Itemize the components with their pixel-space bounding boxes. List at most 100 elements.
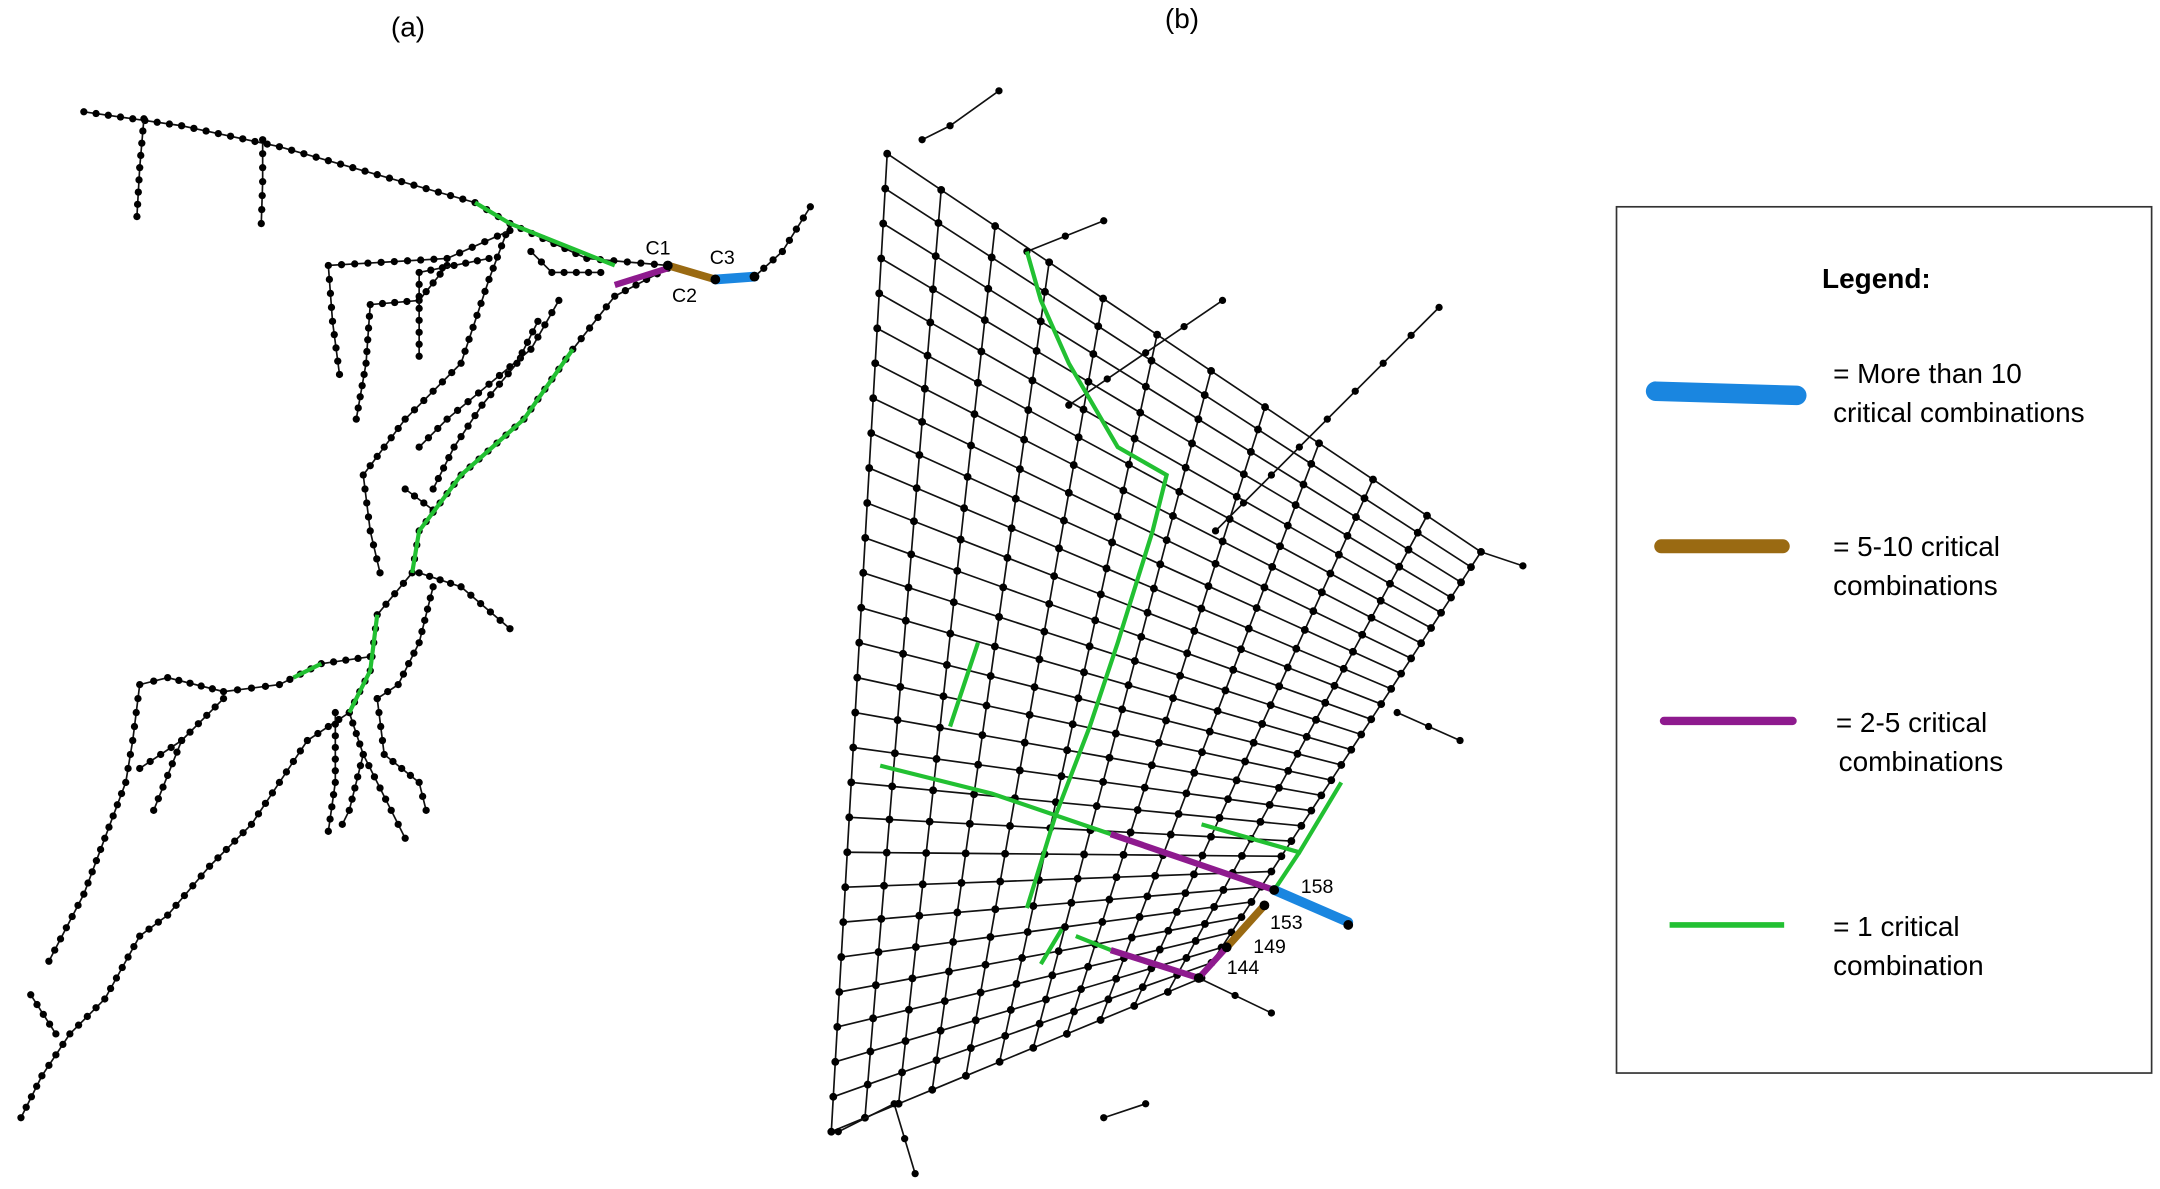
node <box>1166 830 1175 839</box>
node <box>352 729 360 738</box>
node <box>1323 415 1331 423</box>
node <box>1119 850 1128 859</box>
node <box>381 795 390 803</box>
node <box>1423 511 1431 520</box>
node <box>62 924 70 932</box>
node <box>1395 562 1404 571</box>
node <box>186 679 194 687</box>
node <box>1404 545 1413 554</box>
node <box>345 806 353 814</box>
node <box>1111 729 1120 738</box>
node <box>1162 536 1171 545</box>
node <box>259 150 267 158</box>
node <box>327 303 336 312</box>
node <box>471 412 479 420</box>
node <box>136 932 144 940</box>
node <box>493 232 502 240</box>
node <box>899 649 907 658</box>
pipe <box>841 901 1252 958</box>
node <box>1360 494 1369 503</box>
node <box>857 603 866 612</box>
node <box>39 1010 47 1018</box>
node <box>464 398 472 406</box>
node <box>1040 627 1049 636</box>
legend-text: combinations <box>1833 570 1998 601</box>
node <box>133 200 142 208</box>
node <box>51 946 59 954</box>
node <box>875 289 884 298</box>
node <box>134 694 142 703</box>
node <box>1030 683 1039 692</box>
node <box>1191 937 1200 945</box>
node <box>254 810 263 818</box>
node <box>1247 898 1256 906</box>
node <box>338 820 346 828</box>
critical-pipe-1 <box>347 614 380 714</box>
node <box>623 258 631 266</box>
node <box>1035 1019 1044 1028</box>
pipe <box>878 292 1442 614</box>
critical-pipe-1 <box>1039 928 1064 966</box>
node <box>1254 425 1262 434</box>
node <box>476 599 485 608</box>
pipe <box>921 90 1000 141</box>
node <box>380 750 388 759</box>
node <box>965 819 974 828</box>
node <box>356 740 364 748</box>
node <box>1357 730 1366 739</box>
node <box>324 722 332 731</box>
node <box>391 298 399 307</box>
node <box>1407 654 1416 663</box>
node <box>650 260 658 268</box>
critical-pipe-1 <box>509 221 616 268</box>
pipe <box>849 816 1292 842</box>
node <box>189 882 197 890</box>
node <box>1427 624 1435 632</box>
node <box>537 258 546 266</box>
node <box>406 771 415 780</box>
node <box>330 330 338 339</box>
node <box>132 708 140 717</box>
node <box>334 357 342 365</box>
node <box>331 755 339 763</box>
node <box>1307 806 1316 815</box>
node <box>448 368 456 377</box>
node <box>332 344 340 352</box>
node <box>1269 885 1280 895</box>
node <box>1295 443 1303 451</box>
pipe <box>404 488 434 511</box>
pipe <box>870 432 1402 675</box>
node <box>496 616 504 624</box>
node <box>1028 376 1037 385</box>
node <box>1092 802 1101 811</box>
node <box>331 720 339 728</box>
node <box>966 1044 975 1052</box>
pipe <box>882 222 1462 584</box>
node <box>45 1020 54 1028</box>
node <box>324 157 332 165</box>
node <box>445 453 453 462</box>
legend-title: Legend: <box>1822 263 1931 294</box>
node <box>1211 559 1220 568</box>
node <box>1456 736 1464 745</box>
node <box>1080 668 1088 677</box>
legend-text: combination <box>1833 950 1984 981</box>
node <box>866 1047 875 1056</box>
node <box>1105 753 1114 762</box>
node <box>1266 701 1275 710</box>
node <box>915 451 924 459</box>
node <box>970 790 978 799</box>
node <box>258 191 266 200</box>
node <box>268 789 277 797</box>
node <box>180 891 189 900</box>
node <box>1283 663 1292 672</box>
node <box>486 608 495 616</box>
node <box>342 656 350 664</box>
node <box>778 247 787 256</box>
node <box>912 484 921 493</box>
pipe <box>884 187 1472 568</box>
node <box>1343 920 1354 930</box>
node <box>275 778 284 787</box>
node <box>329 658 338 666</box>
node <box>1007 524 1016 533</box>
